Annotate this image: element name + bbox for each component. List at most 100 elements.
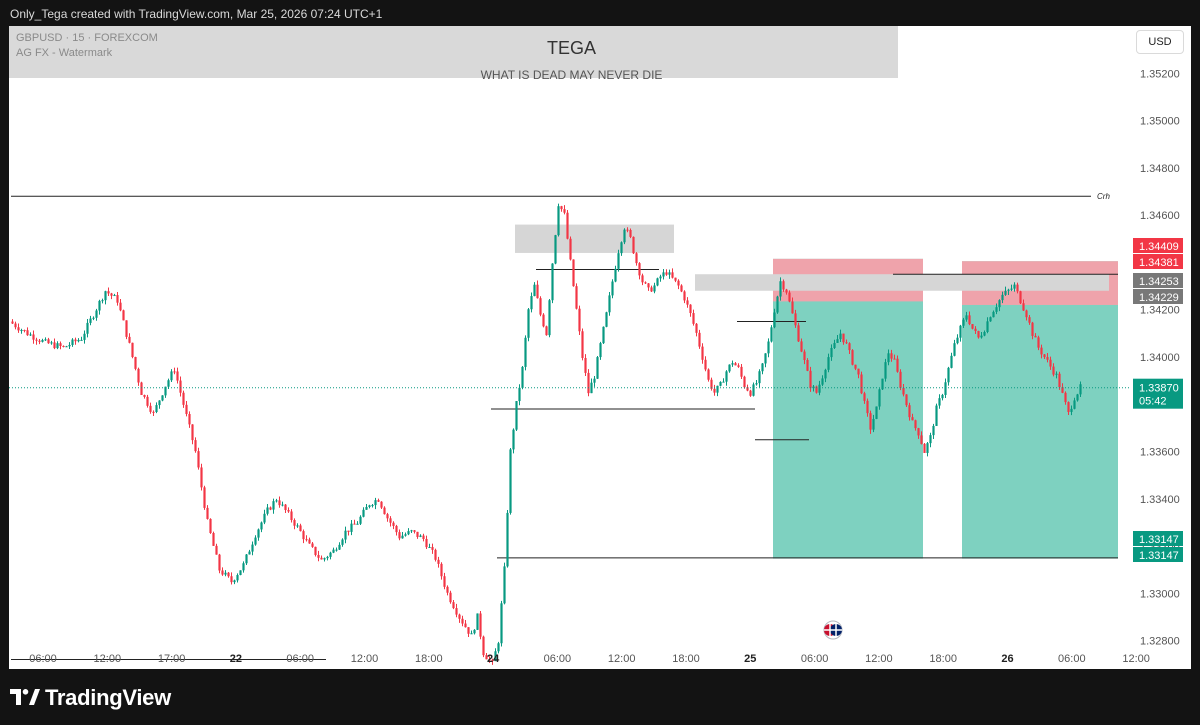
candle-body	[20, 330, 23, 332]
candle-body	[575, 286, 578, 309]
candle-body	[503, 566, 506, 604]
candle-body	[1040, 347, 1043, 355]
candle-body	[707, 369, 710, 380]
candle-body	[917, 428, 920, 436]
candle-body	[365, 506, 368, 510]
candle-body	[266, 507, 269, 514]
candle-body	[275, 500, 278, 502]
candle-body	[284, 504, 287, 511]
price-tag-box	[1133, 238, 1183, 253]
candle-body	[320, 557, 323, 560]
candle-body	[59, 343, 62, 346]
candle-body	[122, 310, 125, 321]
candle-body	[176, 371, 179, 381]
candle-body	[1043, 354, 1046, 358]
candle-body	[788, 292, 791, 302]
candle-body	[749, 390, 752, 396]
x-tick-label: 12:00	[608, 653, 636, 665]
attribution-text: Only_Tega created with TradingView.com, …	[10, 7, 383, 21]
candle-body	[656, 278, 659, 286]
candle-body	[701, 346, 704, 360]
candle-body	[863, 393, 866, 401]
symbol-info: GBPUSD · 15 · FOREXCOM	[16, 32, 158, 44]
candle-body	[239, 570, 242, 576]
candle-body	[833, 342, 836, 348]
candle-body	[965, 315, 968, 320]
candle-body	[536, 284, 539, 299]
candle-body	[215, 545, 218, 555]
candle-body	[974, 328, 977, 331]
candle-body	[1025, 310, 1028, 318]
currency-button[interactable]: USD	[1136, 30, 1184, 54]
candle-body	[194, 440, 197, 452]
candle-body	[962, 319, 965, 326]
candle-body	[947, 367, 950, 383]
candle-body	[548, 300, 551, 336]
candle-body	[557, 206, 560, 236]
candle-body	[806, 360, 809, 371]
candle-body	[134, 356, 137, 369]
candle-body	[569, 238, 572, 260]
y-tick-label: 1.32800	[1140, 636, 1180, 648]
candle-body	[899, 371, 902, 388]
candle-body	[992, 311, 995, 318]
candle-body	[398, 532, 401, 539]
candle-body	[581, 331, 584, 358]
candle-body	[923, 443, 926, 453]
candle-body	[296, 525, 299, 527]
candle-body	[770, 327, 773, 342]
candle-body	[518, 387, 521, 402]
price-chart[interactable]: Crh 1.328001.330001.332001.334001.336001…	[9, 26, 1191, 669]
candle-body	[1028, 317, 1031, 323]
candle-body	[611, 281, 614, 296]
candle-body	[260, 522, 263, 530]
countdown-label: 05:42	[1139, 396, 1167, 408]
candle-body	[374, 500, 377, 506]
candle-body	[464, 623, 467, 628]
candle-body	[425, 539, 428, 548]
candle-body	[332, 549, 335, 553]
candle-body	[968, 315, 971, 325]
watermark-subtitle: WHAT IS DEAD MAY NEVER DIE	[480, 68, 663, 82]
chart-panel[interactable]: GBPUSD · 15 · FOREXCOM AG FX - Watermark…	[9, 26, 1191, 669]
candle-body	[155, 405, 158, 412]
candle-body	[500, 603, 503, 644]
candle-body	[326, 556, 329, 559]
candle-body	[431, 547, 434, 550]
candle-body	[92, 317, 95, 319]
candle-body	[1007, 289, 1010, 291]
candle-body	[383, 507, 386, 515]
candle-body	[737, 365, 740, 367]
candle-body	[299, 525, 302, 532]
candle-body	[200, 467, 203, 488]
candle-body	[689, 304, 692, 314]
candle-body	[803, 351, 806, 361]
candle-body	[728, 364, 731, 372]
time-axis[interactable]: 06:00 12:00 17:00 22 06:00 12:00 18:00 24 06:00 1…	[29, 653, 1150, 665]
flag-icon[interactable]	[823, 620, 843, 640]
candle-body	[458, 614, 461, 619]
candle-body	[509, 449, 512, 513]
candle-body	[836, 339, 839, 343]
candle-body	[956, 337, 959, 344]
x-tick-label: 18:00	[415, 653, 443, 665]
y-tick-label: 1.34000	[1140, 352, 1180, 364]
x-tick-label: 06:00	[801, 653, 829, 665]
candle-body	[932, 425, 935, 436]
y-tick-label: 1.35200	[1140, 68, 1180, 80]
candle-body	[674, 277, 677, 281]
candle-body	[131, 342, 134, 357]
candle-body	[1022, 303, 1025, 311]
x-tick-label: 26	[1001, 653, 1013, 665]
candle-body	[401, 535, 404, 539]
candle-body	[605, 312, 608, 327]
candle-body	[776, 296, 779, 313]
price-tag-label: 1.34253	[1139, 276, 1179, 288]
x-tick-label: 17:00	[158, 653, 186, 665]
candle-body	[773, 312, 776, 328]
candle-body	[632, 236, 635, 254]
candle-body	[842, 333, 845, 343]
candle-body	[830, 347, 833, 358]
candle-body	[470, 633, 473, 635]
candle-body	[584, 357, 587, 373]
